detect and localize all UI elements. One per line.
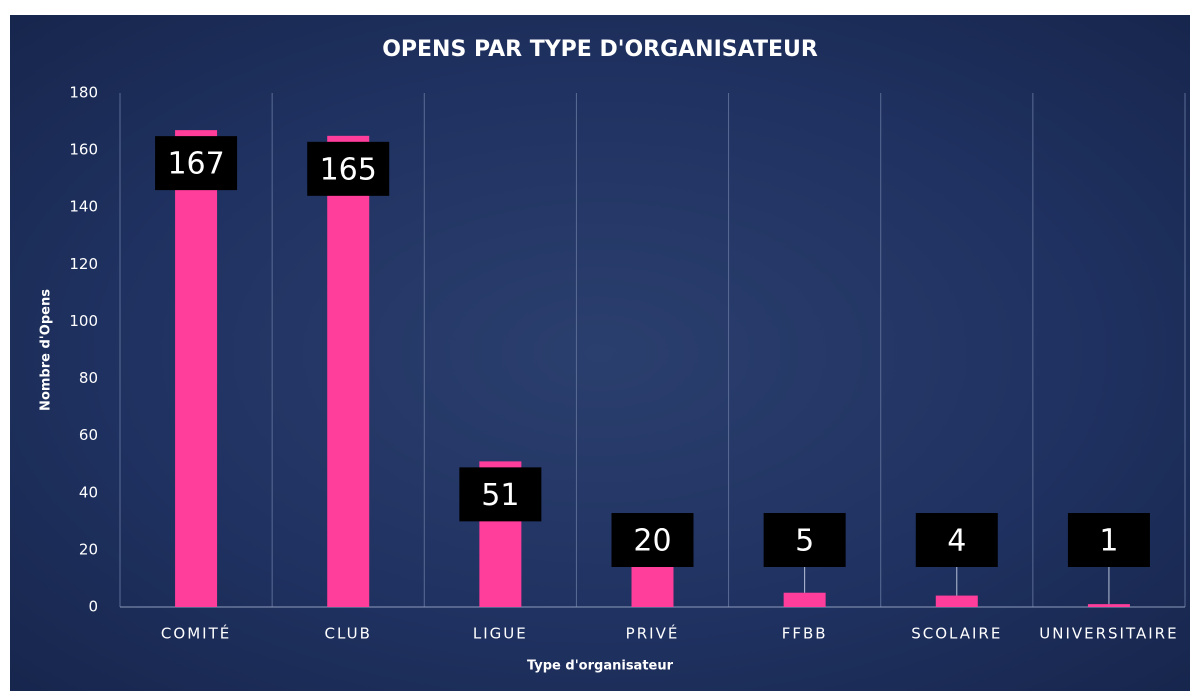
data-label-box — [307, 141, 390, 196]
data-label-box — [611, 513, 694, 567]
y-tick-label: 100 — [69, 312, 98, 330]
y-tick-label: 180 — [69, 84, 98, 102]
y-tick-label: 40 — [79, 483, 98, 501]
x-axis-label: Type d'organisateur — [527, 659, 674, 674]
bar — [935, 595, 978, 607]
bar — [783, 592, 826, 607]
bar — [327, 135, 370, 608]
data-label-box — [459, 467, 542, 522]
y-tick-label: 60 — [79, 426, 98, 444]
x-tick-label: SCOLAIRE — [911, 625, 1002, 643]
y-tick-label: 140 — [69, 198, 98, 216]
data-label-box — [155, 136, 238, 191]
data-label: 1 — [1099, 524, 1118, 559]
bar — [175, 130, 218, 607]
y-tick-label: 120 — [69, 255, 98, 273]
data-label-box — [763, 513, 846, 567]
data-label-box — [915, 513, 998, 567]
x-tick-label: LIGUE — [473, 625, 528, 643]
data-label-box — [1067, 513, 1150, 567]
x-tick-label: FFBB — [782, 625, 828, 643]
x-tick-label: UNIVERSITAIRE — [1039, 625, 1178, 643]
y-tick-label: 20 — [79, 540, 98, 558]
data-label: 4 — [947, 524, 966, 559]
y-tick-label: 80 — [79, 369, 98, 387]
x-tick-label: CLUB — [325, 625, 372, 643]
y-axis-label: Nombre d'Opens — [39, 289, 54, 411]
bar — [1087, 604, 1130, 607]
y-tick-label: 160 — [69, 141, 98, 159]
data-label: 5 — [795, 524, 814, 559]
data-label: 51 — [481, 478, 519, 513]
x-tick-label: COMITÉ — [161, 624, 231, 643]
data-label: 165 — [320, 152, 377, 187]
y-tick-label: 0 — [88, 598, 98, 616]
data-label: 167 — [167, 147, 224, 182]
x-tick-label: PRIVÉ — [626, 624, 680, 643]
chart-title: OPENS PAR TYPE D'ORGANISATEUR — [382, 37, 818, 62]
data-label: 20 — [633, 524, 671, 559]
